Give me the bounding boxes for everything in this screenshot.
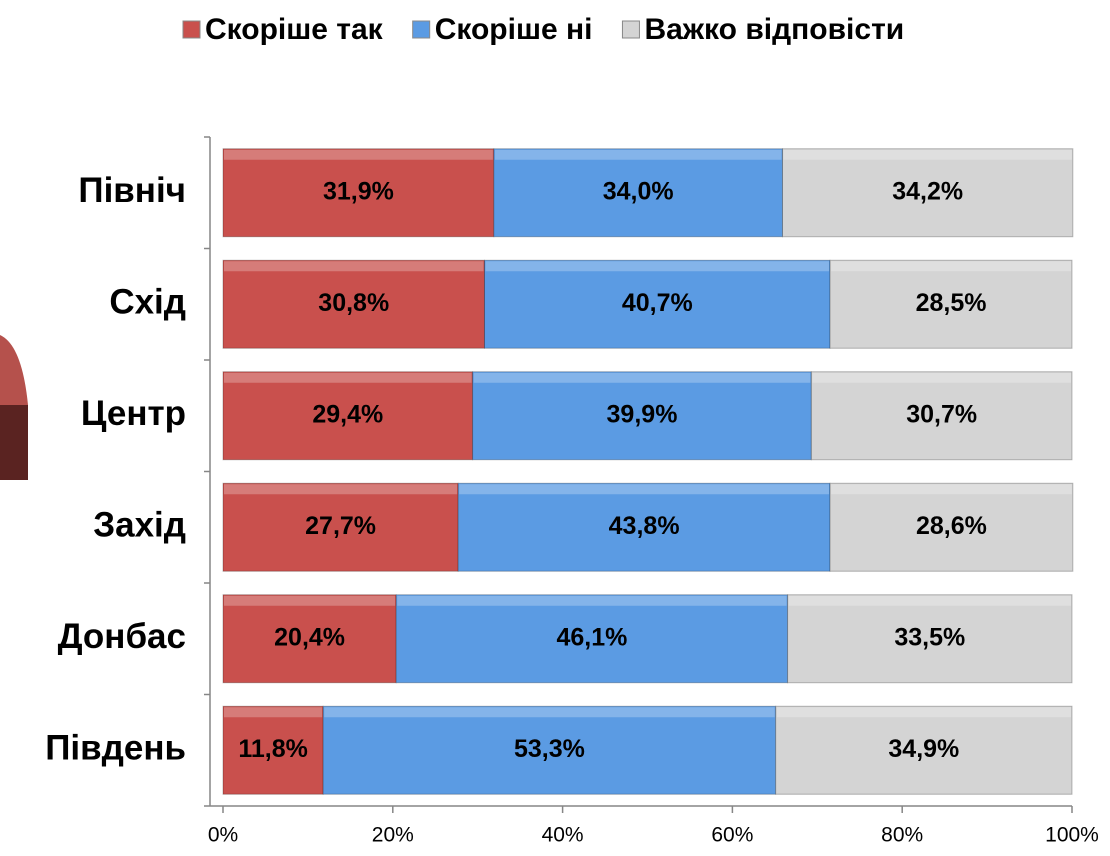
legend-swatch [182, 20, 201, 39]
category-label: Центр [81, 394, 186, 433]
data-label: 46,1% [556, 623, 627, 651]
legend-label: Скоріше так [205, 13, 384, 46]
bar-segment [829, 482, 1074, 572]
data-label: 29,4% [312, 400, 383, 428]
bar-segment [222, 705, 324, 795]
data-label: 34,9% [888, 735, 959, 763]
data-label: 43,8% [609, 512, 680, 540]
legend-label: Скоріше ні [435, 13, 593, 46]
bar-highlight [831, 261, 1071, 272]
bar-highlight [459, 484, 830, 495]
data-label: 40,7% [622, 289, 693, 317]
bar-segment [457, 482, 831, 572]
legend-label: Важко відповісти [644, 13, 904, 46]
x-tick-label: 20% [372, 824, 414, 847]
bar-segment [222, 594, 397, 684]
bar-highlight [783, 149, 1072, 160]
data-label: 39,9% [607, 400, 678, 428]
bar-highlight [494, 149, 782, 160]
bar-highlight [324, 707, 775, 718]
bar-highlight [812, 372, 1071, 383]
bar-segment [483, 259, 831, 349]
x-tick-label: 0% [208, 824, 238, 847]
category-label: Захід [93, 506, 186, 545]
bar-segment [787, 594, 1073, 684]
data-label: 34,0% [603, 177, 674, 205]
category-label: Південь [45, 729, 186, 768]
data-label: 31,9% [323, 177, 394, 205]
bar-segment [222, 259, 485, 349]
bar-segment [222, 482, 459, 572]
bar-highlight [224, 372, 472, 383]
data-label: 20,4% [274, 623, 345, 651]
data-label: 11,8% [238, 735, 308, 763]
bar-highlight [224, 149, 493, 160]
data-label: 27,7% [305, 512, 376, 540]
bar-segment [781, 148, 1074, 238]
data-label: 33,5% [894, 623, 965, 651]
bar-highlight [224, 707, 323, 718]
bar-segment [395, 594, 789, 684]
data-label: 30,7% [906, 400, 977, 428]
bar-highlight [485, 261, 830, 272]
bar-highlight [397, 595, 787, 606]
category-label: Схід [109, 283, 186, 322]
bar-segment [222, 371, 474, 461]
data-label: 28,5% [916, 289, 987, 317]
bar-segment [810, 371, 1073, 461]
decoration-shadow [0, 405, 28, 480]
x-tick-label: 80% [881, 824, 923, 847]
bar-segment [322, 705, 777, 795]
bar-segment [775, 705, 1073, 795]
bar-highlight [473, 372, 811, 383]
data-label: 34,2% [892, 177, 963, 205]
x-tick-label: 100% [1045, 824, 1099, 847]
bar-segment [222, 148, 495, 238]
category-label: Північ [78, 171, 186, 210]
data-label: 53,3% [514, 735, 585, 763]
bar-segment [829, 259, 1073, 349]
x-tick-label: 40% [542, 824, 584, 847]
data-label: 28,6% [916, 512, 987, 540]
bar-highlight [224, 595, 396, 606]
category-label: Донбас [58, 617, 186, 656]
bar-highlight [776, 707, 1071, 718]
bar-highlight [224, 484, 458, 495]
bar-highlight [224, 261, 484, 272]
x-tick-label: 60% [711, 824, 753, 847]
bar-highlight [788, 595, 1071, 606]
legend-swatch [621, 20, 640, 39]
data-label: 30,8% [318, 289, 389, 317]
legend-swatch [412, 20, 431, 39]
bar-highlight [831, 484, 1072, 495]
bar-segment [493, 148, 783, 238]
